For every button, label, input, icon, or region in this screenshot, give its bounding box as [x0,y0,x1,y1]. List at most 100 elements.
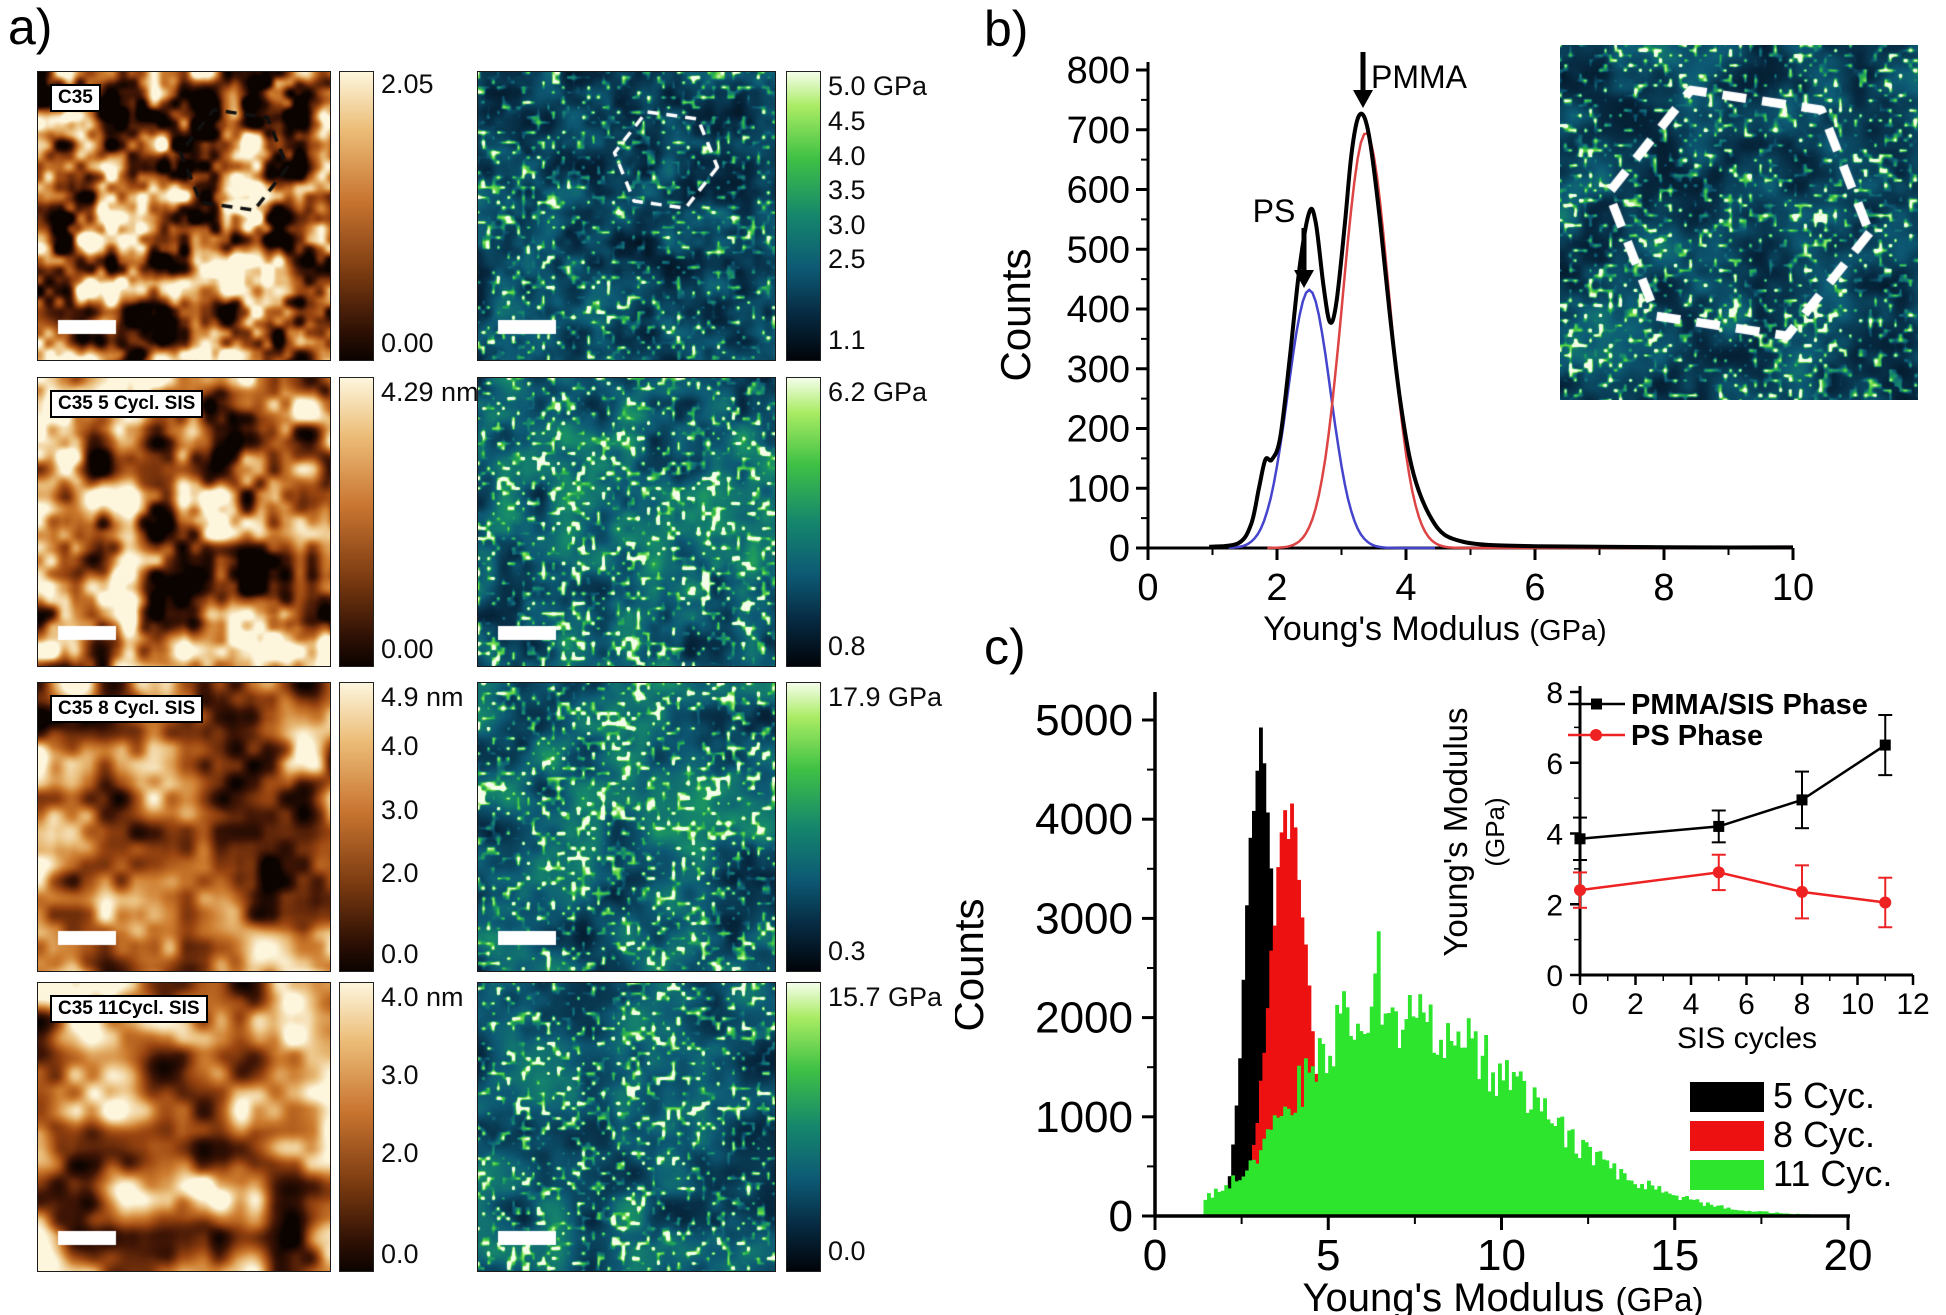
c-inset-y-tick-label: 6 [1546,748,1563,781]
b-annotation-pmma: PMMA [1371,59,1468,95]
c-inset-series-pmma-sis-phase [1573,713,1893,862]
panel-b-label: b) [984,1,1029,57]
sample-label-row3: C35 8 Cycl. SIS [50,695,204,723]
c-y-tick-label: 4000 [1035,795,1133,844]
b-x-axis-title: Young's Modulus (GPa) [1263,610,1606,648]
sample-label-row4: C35 11Cycl. SIS [50,995,208,1023]
modulus-colorbar-tick: 4.5 [828,105,866,136]
b-x-tick-label: 2 [1266,567,1287,609]
modulus-colorbar-row3 [786,682,821,972]
c-inset-x-tick-label: 8 [1794,988,1811,1021]
modulus-colorbar-tick: 3.0 [828,209,866,240]
c-legend-swatch-2 [1690,1121,1764,1151]
c-x-tick-label: 0 [1143,1231,1167,1280]
b-curve-measured [1209,111,1794,550]
b-x-tick-label: 6 [1524,567,1545,609]
afm-modulus-image-row4 [477,982,776,1272]
c-y-tick-label: 0 [1109,1192,1133,1241]
c-y-tick-label: 1000 [1035,1093,1133,1142]
height-colorbar-tick: 2.0 [381,858,419,889]
b-y-tick-label: 700 [1067,110,1130,152]
c-inset-x-tick-label: 6 [1738,988,1755,1021]
height-colorbar-tick: 0.00 [381,327,434,358]
afm-height-image-row2 [37,377,331,667]
c-y-tick-label: 3000 [1035,894,1133,943]
modulus-colorbar-tick: 15.7 GPa [828,982,943,1013]
c-x-axis-title: Young's Modulus (GPa) [1302,1276,1703,1315]
height-colorbar-tick: 3.0 [381,794,419,825]
modulus-colorbar-row1 [786,71,821,361]
c-inset-legend-marker [1591,698,1602,710]
modulus-colorbar-tick: 2.5 [828,244,866,275]
modulus-colorbar-tick: 5.0 GPa [828,71,928,102]
height-colorbar-tick: 4.0 [381,731,419,762]
c-x-tick-label: 10 [1477,1231,1526,1280]
c-inset-series-ps-phase [1573,853,1893,929]
b-y-tick-label: 400 [1067,289,1130,331]
height-colorbar-tick: 4.9 nm [381,682,464,713]
b-y-tick-label: 200 [1067,409,1130,451]
b-y-tick-label: 500 [1067,229,1130,271]
b-y-tick-label: 0 [1109,528,1130,570]
modulus-colorbar-tick: 6.2 GPa [828,377,928,408]
modulus-colorbar-tick: 0.8 [828,630,866,661]
height-colorbar-tick: 0.0 [381,938,419,969]
b-y-tick-label: 600 [1067,170,1130,212]
c-inset-y-tick-label: 2 [1546,889,1563,922]
modulus-colorbar-tick: 17.9 GPa [828,682,943,713]
b-y-axis-title: Counts [992,248,1039,381]
c-y-tick-label: 5000 [1035,696,1133,745]
modulus-colorbar-tick: 4.0 [828,140,866,171]
panel-b-inset-afm-image [1560,45,1918,400]
height-colorbar-tick: 2.0 [381,1137,419,1168]
c-legend-label: 8 Cyc. [1773,1114,1875,1155]
c-inset-x-tick-label: 12 [1896,988,1929,1021]
modulus-colorbar-tick: 1.1 [828,324,866,355]
height-colorbar-tick: 3.0 [381,1060,419,1091]
afm-height-image-row3 [37,682,331,972]
c-inset-y-tick-label: 8 [1546,677,1563,710]
c-inset-x-tick-label: 2 [1627,988,1644,1021]
c-inset-y-tick-label: 0 [1546,960,1563,993]
height-colorbar-tick: 4.29 nm [381,377,479,408]
c-x-tick-label: 15 [1650,1231,1699,1280]
panel-c-label: c) [984,619,1026,675]
c-inset-legend-marker [1590,729,1602,741]
afm-height-image-row4 [37,982,331,1272]
c-y-axis-title: Counts [955,898,992,1031]
sample-label-row1: C35 [50,84,101,112]
b-y-tick-label: 800 [1067,50,1130,92]
height-colorbar-row3 [339,682,374,972]
modulus-colorbar-tick: 3.5 [828,175,866,206]
b-x-tick-label: 4 [1395,567,1416,609]
panel-b-histogram-chart: 0 100 200 300 400 500 600 700 800 0 2 4 6 8 10 Young's … [992,50,1814,648]
c-legend-label: 5 Cyc. [1773,1075,1875,1116]
b-x-tick-label: 0 [1137,567,1158,609]
afm-modulus-image-row1 [477,71,776,361]
panel-a-label: a) [8,0,53,55]
c-inset-y-tick-label: 4 [1546,819,1563,852]
height-colorbar-row1 [339,71,374,361]
height-colorbar-tick: 0.00 [381,633,434,664]
b-arrow-ps [1294,270,1314,288]
c-inset-legend-label: PMMA/SIS Phase [1631,689,1868,721]
modulus-colorbar-tick: 0.3 [828,935,866,966]
c-inset-x-tick-label: 0 [1572,988,1589,1021]
b-x-tick-label: 10 [1772,567,1814,609]
c-inset-legend-label: PS Phase [1631,720,1763,752]
b-y-tick-label: 300 [1067,349,1130,391]
modulus-colorbar-tick: 0.0 [828,1235,866,1266]
afm-modulus-image-row3 [477,682,776,972]
modulus-colorbar-row2 [786,377,821,667]
c-inset-x-tick-label: 4 [1683,988,1700,1021]
c-y-tick-label: 2000 [1035,994,1133,1043]
b-annotation-ps: PS [1253,193,1296,229]
b-arrow-pmma [1353,90,1373,108]
c-inset-x-axis-title: SIS cycles [1677,1022,1817,1055]
c-legend-label: 11 Cyc. [1773,1153,1892,1194]
afm-modulus-image-row2 [477,377,776,667]
height-colorbar-tick: 4.0 nm [381,982,464,1013]
c-legend-swatch-3 [1690,1160,1764,1190]
